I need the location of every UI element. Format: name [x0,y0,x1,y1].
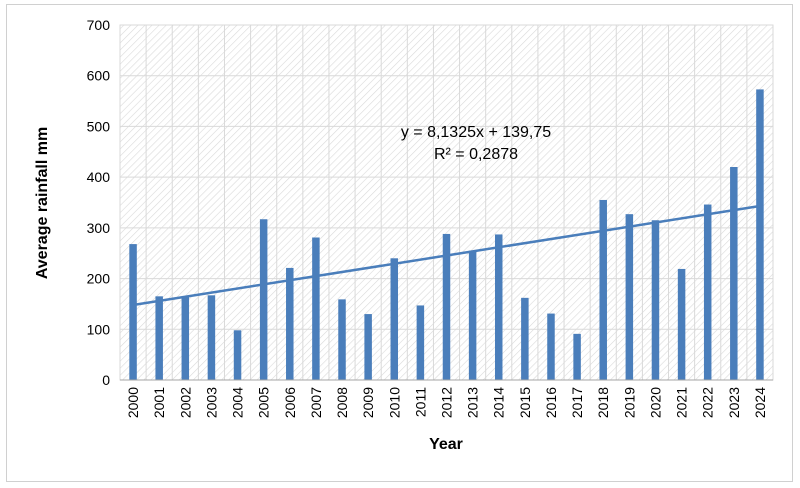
bar-2015 [521,297,529,380]
bar-2016 [547,313,555,380]
x-tick-label: 2017 [569,387,585,418]
x-tick-label: 2019 [621,387,637,418]
x-tick-label: 2004 [230,387,246,418]
bar-2021 [677,268,686,380]
x-tick-label: 2009 [360,387,376,418]
y-tick-label: 200 [87,271,111,287]
bar-2018 [599,199,607,380]
y-axis-title: Average rainfall mm [34,127,51,279]
bar-2024 [756,89,764,381]
x-tick-label: 2008 [334,387,350,418]
bar-2004 [233,330,242,380]
y-tick-label: 100 [87,321,111,337]
bar-2000 [129,244,137,380]
x-tick-label: 2024 [752,387,768,418]
x-tick-label: 2016 [543,387,559,418]
x-tick-label: 2021 [674,387,690,418]
x-tick-label: 2012 [439,387,455,418]
bar-2001 [155,296,163,380]
bar-2014 [494,234,503,380]
y-tick-label: 500 [87,118,111,134]
bar-2013 [468,250,477,380]
x-tick-label: 2005 [256,387,272,418]
x-axis-title: Year [429,436,463,453]
bar-2006 [286,267,294,380]
bar-2009 [364,314,372,380]
y-tick-label: 300 [87,220,111,236]
x-tick-label: 2000 [125,387,141,418]
bar-2003 [207,295,216,380]
x-tick-label: 2010 [386,387,402,418]
trendline [132,204,761,307]
y-tick-label: 600 [87,68,111,84]
bar-2023 [730,167,738,380]
y-tick-label: 700 [87,17,111,33]
x-tick-label: 2006 [282,387,298,418]
x-tick-label: 2001 [151,387,167,418]
x-tick-label: 2023 [726,387,742,418]
x-tick-label: 2018 [595,387,611,418]
x-tick-label: 2022 [700,387,716,418]
x-tick-label: 2013 [465,387,481,418]
bar-2012 [442,233,451,380]
x-tick-label: 2011 [412,387,428,417]
x-tick-label: 2015 [517,387,533,418]
x-tick-labels: 2000 2001 2002 2003 2004 2005 2006 2007 2008 2009… [125,387,768,418]
trendline-group [132,204,761,307]
bar-2020 [651,220,660,380]
bar-2022 [703,204,712,380]
y-tick-label: 400 [87,169,111,185]
bar-2008 [338,299,346,380]
x-tick-label: 2007 [308,387,324,418]
y-tick-label: 0 [102,372,110,388]
bar-2007 [312,237,320,380]
x-tick-label: 2002 [177,387,193,418]
bar-2002 [181,296,190,380]
bar-2019 [625,214,634,380]
bar-2005 [259,219,268,380]
bar-2011 [416,305,425,380]
x-tick-label: 2003 [203,387,219,418]
trendline-r2: R² = 0,2878 [434,146,518,163]
trendline-equation: y = 8,1325x + 139,75 [401,124,551,141]
x-tick-label: 2014 [491,387,507,418]
x-tick-label: 2020 [647,387,663,418]
bars [129,89,764,381]
bar-2010 [390,258,399,380]
y-tick-labels: 0 100 200 300 400 500 600 700 [87,17,111,388]
bar-2017 [573,333,581,380]
